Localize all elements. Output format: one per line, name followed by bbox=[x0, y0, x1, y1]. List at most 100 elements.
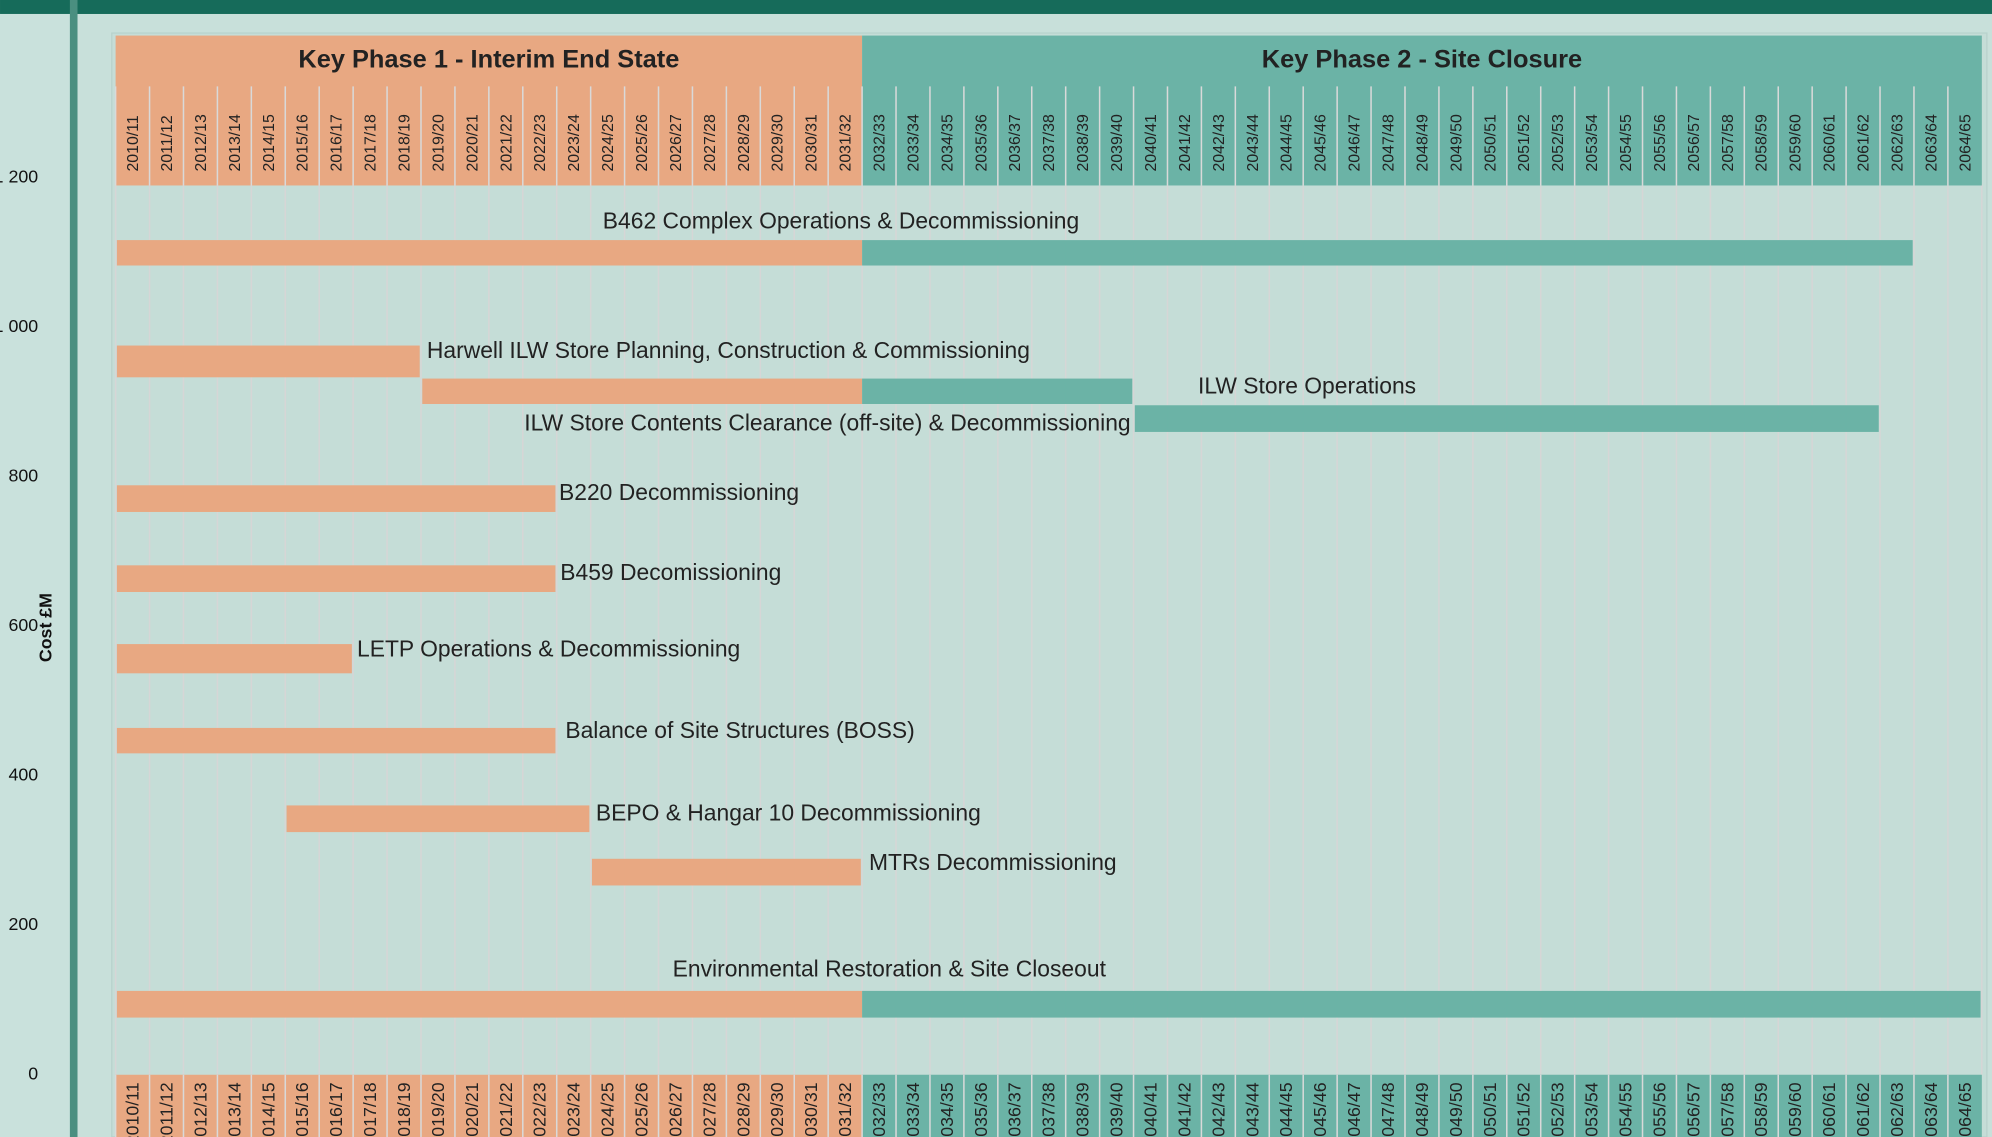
x-tick-label-bottom: 2043/44 bbox=[1242, 1082, 1262, 1137]
x-tick-label-bottom: 2037/38 bbox=[1039, 1082, 1059, 1137]
x-tick-label: 2047/48 bbox=[1380, 114, 1397, 172]
x-tick-label: 2059/60 bbox=[1788, 114, 1805, 172]
x-tick-label-bottom: 2011/12 bbox=[156, 1082, 176, 1137]
task-label: B462 Complex Operations & Decommissionin… bbox=[603, 207, 1079, 233]
x-tick-label: 2035/36 bbox=[973, 114, 990, 172]
x-tick-label: 2016/17 bbox=[329, 114, 346, 172]
y-tick-label: 200 bbox=[8, 914, 38, 934]
task-bar bbox=[116, 240, 863, 266]
x-tick-label-bottom: 2018/19 bbox=[394, 1082, 414, 1137]
x-tick-label-bottom: 2025/26 bbox=[632, 1082, 652, 1137]
x-tick-label-bottom: 2034/35 bbox=[937, 1082, 957, 1137]
x-tick-label-bottom: 2063/64 bbox=[1921, 1082, 1941, 1137]
x-tick-label-bottom: 2032/33 bbox=[869, 1082, 889, 1137]
x-tick-label-bottom: 2060/61 bbox=[1819, 1082, 1839, 1137]
task-bar bbox=[116, 345, 420, 378]
task-bar bbox=[116, 990, 863, 1018]
x-tick-label-bottom: 2050/51 bbox=[1480, 1082, 1500, 1137]
x-tick-label-bottom: 2048/49 bbox=[1412, 1082, 1432, 1137]
x-tick-label: 2038/39 bbox=[1075, 114, 1092, 172]
x-tick-label-bottom: 2021/22 bbox=[496, 1082, 516, 1137]
task-bar bbox=[862, 240, 1913, 266]
task-label: Balance of Site Structures (BOSS) bbox=[565, 717, 914, 743]
x-tick-label: 2025/26 bbox=[634, 114, 651, 172]
task-label: ILW Store Operations bbox=[1198, 373, 1416, 399]
x-tick-label: 2045/46 bbox=[1313, 114, 1330, 172]
x-tick-label-bottom: 2044/45 bbox=[1276, 1082, 1296, 1137]
phase-title: Key Phase 2 - Site Closure bbox=[1262, 46, 1582, 74]
x-tick-label: 2042/43 bbox=[1211, 114, 1228, 172]
x-tick-label: 2010/11 bbox=[125, 115, 142, 171]
x-tick-label: 2024/25 bbox=[600, 114, 617, 172]
x-tick-label: 2017/18 bbox=[363, 114, 380, 172]
x-tick-label-bottom: 2020/21 bbox=[462, 1082, 482, 1137]
task-bar bbox=[591, 858, 861, 886]
task-label: MTRs Decommissioning bbox=[869, 849, 1117, 875]
x-tick-label-bottom: 2045/46 bbox=[1310, 1082, 1330, 1137]
x-tick-label: 2056/57 bbox=[1686, 114, 1703, 172]
x-tick-label-bottom: 2017/18 bbox=[360, 1082, 380, 1137]
x-tick-label-bottom: 2041/42 bbox=[1174, 1082, 1194, 1137]
x-tick-label-bottom: 2052/53 bbox=[1548, 1082, 1568, 1137]
x-tick-label-bottom: 2049/50 bbox=[1446, 1082, 1466, 1137]
x-tick-label: 2012/13 bbox=[193, 114, 210, 172]
x-tick-label-bottom: 2042/43 bbox=[1208, 1082, 1228, 1137]
y-tick-label: 800 bbox=[8, 466, 38, 486]
x-tick-label-bottom: 2035/36 bbox=[971, 1082, 991, 1137]
phase-header bbox=[862, 35, 1982, 186]
x-tick-label: 2020/21 bbox=[464, 114, 481, 172]
x-tick-label: 2023/24 bbox=[566, 114, 583, 172]
x-tick-label: 2026/27 bbox=[668, 114, 685, 172]
task-bar bbox=[116, 565, 556, 593]
x-tick-label-bottom: 2030/31 bbox=[801, 1082, 821, 1137]
x-tick-label: 2022/23 bbox=[532, 114, 549, 172]
x-tick-label-bottom: 2024/25 bbox=[598, 1082, 618, 1137]
divider bbox=[69, 0, 78, 1137]
task-label: BEPO & Hangar 10 Decommissioning bbox=[596, 799, 981, 825]
x-tick-label: 2028/29 bbox=[736, 114, 753, 172]
x-tick-label-bottom: 2029/30 bbox=[767, 1082, 787, 1137]
x-tick-label: 2061/62 bbox=[1856, 114, 1873, 172]
x-tick-label: 2040/41 bbox=[1143, 114, 1160, 172]
x-tick-label: 2036/37 bbox=[1007, 114, 1024, 172]
x-tick-label: 2011/12 bbox=[159, 115, 176, 171]
x-tick-label-bottom: 2023/24 bbox=[564, 1082, 584, 1137]
x-tick-label-bottom: 2033/34 bbox=[903, 1082, 923, 1137]
x-tick-label: 2018/19 bbox=[396, 114, 413, 172]
x-tick-label-bottom: 2046/47 bbox=[1344, 1082, 1364, 1137]
x-tick-label-bottom: 2026/27 bbox=[665, 1082, 685, 1137]
x-tick-label: 2027/28 bbox=[702, 114, 719, 172]
task-bar bbox=[862, 378, 1133, 404]
x-tick-label-bottom: 2056/57 bbox=[1683, 1082, 1703, 1137]
x-tick-label: 2051/52 bbox=[1516, 114, 1533, 172]
x-tick-label-bottom: 2016/17 bbox=[326, 1082, 346, 1137]
phase-footer bbox=[862, 1074, 1982, 1137]
x-tick-label: 2052/53 bbox=[1550, 114, 1567, 172]
x-tick-label: 2015/16 bbox=[295, 114, 312, 172]
x-tick-label-bottom: 2059/60 bbox=[1785, 1082, 1805, 1137]
y-tick-label: 600 bbox=[8, 615, 38, 635]
x-tick-label-bottom: 2027/28 bbox=[699, 1082, 719, 1137]
x-tick-label: 2014/15 bbox=[261, 114, 278, 172]
x-tick-label-bottom: 2055/56 bbox=[1649, 1082, 1669, 1137]
x-tick-label-bottom: 2022/23 bbox=[530, 1082, 550, 1137]
task-label: Harwell ILW Store Planning, Construction… bbox=[427, 337, 1030, 363]
task-bar bbox=[116, 727, 556, 754]
x-tick-label: 2030/31 bbox=[804, 114, 821, 172]
x-tick-label-bottom: 2053/54 bbox=[1582, 1082, 1602, 1137]
task-bar bbox=[1134, 405, 1879, 432]
x-tick-label-bottom: 2036/37 bbox=[1005, 1082, 1025, 1137]
task-label: B220 Decommissioning bbox=[559, 479, 799, 505]
task-label: LETP Operations & Decommissioning bbox=[357, 635, 740, 661]
x-tick-label: 2032/33 bbox=[872, 114, 889, 172]
x-tick-label: 2046/47 bbox=[1347, 114, 1364, 172]
x-tick-label: 2041/42 bbox=[1177, 114, 1194, 172]
task-bar bbox=[116, 644, 352, 674]
x-tick-label-bottom: 2051/52 bbox=[1514, 1082, 1534, 1137]
x-tick-label-bottom: 2062/63 bbox=[1887, 1082, 1907, 1137]
x-tick-label-bottom: 2039/40 bbox=[1107, 1082, 1127, 1137]
x-tick-label: 2039/40 bbox=[1109, 114, 1126, 172]
x-tick-label: 2033/34 bbox=[905, 114, 922, 172]
task-bar bbox=[116, 485, 556, 512]
